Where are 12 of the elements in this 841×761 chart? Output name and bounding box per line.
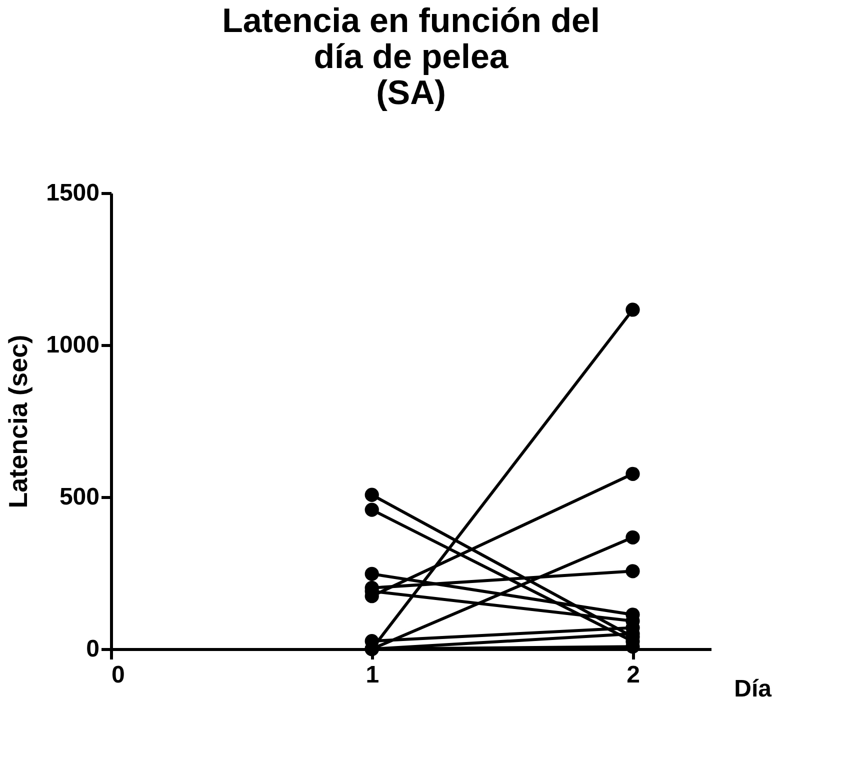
text: (SA) xyxy=(376,74,446,112)
y-tick-label: 1500 xyxy=(46,180,100,206)
x-tick-label: 0 xyxy=(112,662,125,688)
y-tick-label: 0 xyxy=(86,636,100,662)
y-tick-label: 500 xyxy=(59,484,100,510)
text: día de pelea xyxy=(314,38,508,76)
x-tick-label: 1 xyxy=(366,662,380,688)
y-tick-label: 1000 xyxy=(46,332,100,358)
text: Latencia en función del xyxy=(222,2,600,40)
x-axis-title: Día xyxy=(734,676,772,702)
y-axis-title: Latencia (sec) xyxy=(3,334,34,508)
x-tick-label: 2 xyxy=(626,662,640,688)
